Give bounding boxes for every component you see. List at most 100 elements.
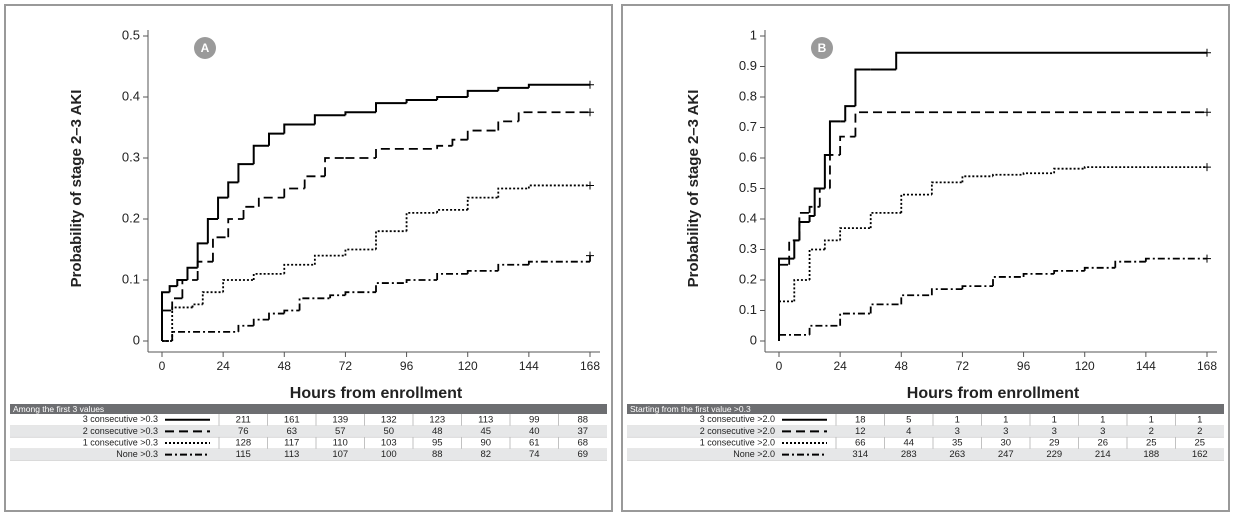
step-segment <box>1022 172 1055 175</box>
series-line <box>778 51 1207 341</box>
row-label: 3 consecutive >0.3 <box>83 414 158 424</box>
table-title: Starting from the first value >0.3 <box>630 404 751 414</box>
step-segment <box>252 273 285 280</box>
step-segment <box>1114 260 1146 268</box>
table-cell: 188 <box>1143 449 1159 460</box>
x-axis-label: Hours from enrollment <box>907 385 1080 402</box>
table-cell: 90 <box>480 438 491 449</box>
y-tick-label: 1 <box>750 27 757 42</box>
series-line <box>162 111 590 312</box>
step-segment <box>900 193 932 213</box>
y-tick-label: 0.8 <box>739 88 757 103</box>
step-segment <box>895 51 1207 70</box>
step-segment <box>497 86 529 91</box>
table-cell: 68 <box>577 438 588 449</box>
y-tick-label: 0.2 <box>122 210 140 225</box>
table-cell: 30 <box>1000 438 1011 449</box>
row-label: None >0.3 <box>116 449 158 459</box>
row-label: 1 consecutive >0.3 <box>83 437 158 447</box>
step-segment <box>466 269 499 274</box>
table-cell: 211 <box>236 414 251 425</box>
step-segment <box>196 260 213 280</box>
censor-mark <box>1203 108 1211 117</box>
table-cell: 162 <box>1192 449 1208 460</box>
y-tick-label: 0.3 <box>122 149 140 164</box>
step-segment <box>497 187 529 198</box>
step-segment <box>227 181 239 198</box>
step-segment <box>436 96 468 101</box>
y-tick-label: 0.1 <box>122 271 140 286</box>
step-segment <box>242 205 259 219</box>
step-segment <box>257 196 285 207</box>
step-segment <box>436 273 468 280</box>
step-segment <box>405 212 438 232</box>
panel-border <box>621 4 1230 512</box>
step-segment <box>517 111 590 122</box>
step-segment <box>818 187 830 207</box>
y-tick-label: 0.7 <box>739 119 757 134</box>
table-cell: 3 <box>955 426 960 437</box>
step-segment <box>227 218 244 238</box>
table-cell: 82 <box>480 449 491 460</box>
table-cell: 123 <box>429 414 445 425</box>
table-cell: 69 <box>577 449 588 460</box>
series-line <box>162 184 590 342</box>
step-segment <box>375 102 407 113</box>
table-cell: 214 <box>1095 449 1111 460</box>
step-segment <box>900 294 932 305</box>
table-cell: 76 <box>238 426 249 437</box>
censor-mark <box>1203 48 1211 57</box>
step-segment <box>375 282 407 293</box>
table-cell: 74 <box>529 449 540 460</box>
step-segment <box>283 263 315 274</box>
table-cell: 1 <box>1100 414 1105 425</box>
table-cell: 99 <box>529 414 540 425</box>
step-segment <box>961 285 993 290</box>
y-axis-label: Probability of stage 2–3 AKI <box>685 90 702 288</box>
series-line <box>779 257 1207 336</box>
x-tick-label: 48 <box>895 359 909 373</box>
table-cell: 4 <box>906 426 911 437</box>
x-tick-label: 24 <box>833 359 847 373</box>
step-segment <box>344 291 376 296</box>
step-segment <box>329 294 346 299</box>
step-segment <box>466 196 499 210</box>
y-tick-label: 0.4 <box>122 88 140 103</box>
x-axis-label: Hours from enrollment <box>290 385 463 402</box>
step-segment <box>201 291 224 305</box>
x-tick-label: 24 <box>216 359 230 373</box>
table-cell: 229 <box>1046 449 1062 460</box>
censor-mark <box>586 251 594 260</box>
step-segment <box>252 318 269 326</box>
x-tick-label: 96 <box>1017 359 1031 373</box>
table-header-bar <box>627 404 1224 414</box>
table-row-shade <box>10 425 607 438</box>
step-segment <box>823 153 830 189</box>
table-cell: 115 <box>236 449 251 460</box>
step-segment <box>930 288 963 296</box>
step-segment <box>839 312 871 326</box>
step-segment <box>196 242 208 268</box>
table-cell: 128 <box>235 438 251 449</box>
step-segment <box>161 291 170 341</box>
x-tick-label: 120 <box>1075 359 1095 373</box>
y-tick-label: 0.1 <box>739 302 757 317</box>
step-segment <box>436 208 468 213</box>
table-cell: 1 <box>1197 414 1202 425</box>
x-tick-label: 72 <box>339 359 353 373</box>
censor-mark <box>1203 254 1211 263</box>
table-cell: 88 <box>432 449 443 460</box>
step-segment <box>324 157 346 177</box>
step-segment <box>344 111 376 116</box>
step-segment <box>171 306 193 341</box>
table-cell: 107 <box>332 449 348 460</box>
table-title: Among the first 3 values <box>13 404 104 414</box>
panel-label: B <box>818 41 827 55</box>
step-segment <box>527 83 590 88</box>
step-segment <box>808 324 841 335</box>
step-segment <box>466 89 499 97</box>
table-cell: 50 <box>383 426 394 437</box>
x-tick-label: 96 <box>400 359 414 373</box>
step-segment <box>869 212 902 229</box>
step-segment <box>186 266 198 280</box>
